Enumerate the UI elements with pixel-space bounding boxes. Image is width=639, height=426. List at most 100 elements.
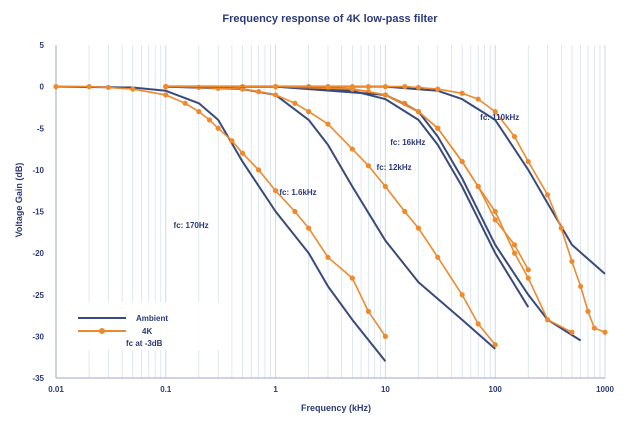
data-point-4k: [255, 89, 262, 95]
x-axis-label: Frequency (kHz): [301, 403, 371, 413]
x-tick-label: 1000: [596, 385, 614, 394]
data-point-4k: [511, 133, 518, 140]
y-tick-label: -30: [32, 332, 44, 341]
data-point-4k: [382, 84, 388, 90]
data-point-4k: [292, 208, 298, 215]
data-point-4k: [365, 163, 371, 169]
data-point-4k: [475, 183, 481, 190]
y-tick-label: -25: [32, 291, 44, 300]
data-point-4k: [215, 125, 221, 131]
data-point-4k: [578, 283, 584, 290]
y-axis-label: Voltage Gain (dB): [14, 163, 24, 238]
data-point-4k: [325, 254, 331, 260]
cutoff-annotation: fc: 12kHz: [377, 163, 412, 172]
data-point-4k: [273, 92, 279, 98]
x-tick-label: 0.1: [160, 385, 172, 394]
data-point-4k: [415, 109, 422, 115]
legend-swatch-4k-marker: [99, 328, 105, 334]
data-point-4k: [255, 167, 262, 173]
x-tick-label: 1: [273, 385, 278, 394]
data-point-4k: [591, 325, 597, 331]
data-point-4k: [239, 150, 246, 156]
data-point-4k: [273, 188, 279, 194]
legend-label-4k: 4K: [142, 327, 152, 336]
series-line-ambient: [55, 85, 387, 362]
data-point-4k: [206, 117, 213, 123]
y-tick-label: -10: [32, 166, 44, 175]
x-tick-label: 10: [381, 385, 390, 394]
data-point-4k: [525, 275, 531, 281]
data-point-4k: [558, 225, 564, 231]
data-point-4k: [382, 183, 388, 190]
series-layer: [53, 84, 608, 362]
data-point-4k: [492, 342, 498, 348]
data-point-4k: [435, 86, 441, 92]
data-point-4k: [492, 109, 498, 115]
data-point-4k: [53, 84, 59, 90]
data-point-4k: [459, 158, 465, 165]
data-point-4k: [475, 321, 481, 327]
data-point-4k: [492, 208, 498, 215]
legend: Ambient 4K fc at -3dB: [70, 302, 220, 350]
data-point-4k: [130, 86, 136, 92]
data-point-4k: [365, 84, 371, 90]
data-point-4k: [475, 96, 481, 102]
data-point-4k: [602, 329, 608, 335]
data-point-4k: [182, 100, 188, 106]
cutoff-annotation: fc: 16kHz: [390, 138, 425, 147]
chart-title: Frequency response of 4K low-pass filter: [222, 13, 438, 25]
y-tick-label: -5: [37, 124, 45, 133]
data-point-4k: [196, 109, 202, 115]
data-point-4k: [163, 92, 169, 98]
data-point-4k: [511, 250, 518, 256]
legend-label-ambient: Ambient: [136, 314, 168, 323]
data-point-4k: [382, 92, 388, 98]
data-point-4k: [325, 121, 331, 127]
legend-box: [70, 302, 220, 350]
data-point-4k: [349, 146, 355, 152]
axes: 0.01 0.1 1 10 100 1000 5 0 -5 -10 -15 -20 -25 -30 -35: [32, 41, 614, 394]
cutoff-annotation: fc: 1.6kHz: [279, 188, 316, 197]
data-point-4k: [459, 292, 465, 298]
y-tick-label: -20: [32, 249, 44, 258]
data-point-4k: [349, 84, 355, 90]
y-tick-label: 5: [40, 41, 45, 50]
y-tick-label: -15: [32, 208, 44, 217]
x-tick-label: 100: [489, 385, 503, 394]
data-point-4k: [292, 100, 298, 106]
data-point-4k: [86, 84, 92, 90]
data-point-4k: [306, 225, 312, 231]
x-tick-label: 0.01: [48, 385, 64, 394]
data-point-4k: [273, 84, 279, 90]
data-point-4k: [511, 242, 518, 248]
data-point-4k: [415, 84, 422, 91]
series-line-ambient: [165, 85, 582, 342]
y-tick-label: 0: [40, 83, 45, 92]
data-point-4k: [382, 333, 388, 339]
data-point-4k: [569, 329, 575, 335]
data-point-4k: [435, 254, 441, 260]
cutoff-annotation: fc: 110kHz: [480, 113, 519, 122]
data-point-4k: [306, 109, 312, 115]
data-point-4k: [569, 258, 575, 265]
data-point-4k: [325, 84, 331, 90]
series-line-4k: [165, 85, 496, 346]
data-point-4k: [459, 90, 465, 96]
data-point-4k: [544, 317, 551, 323]
y-tick-label: -35: [32, 374, 44, 383]
data-point-4k: [525, 158, 531, 165]
data-point-4k: [349, 275, 355, 281]
data-point-4k: [105, 84, 111, 91]
cutoff-annotation: fc: 170Hz: [174, 221, 209, 230]
annotations-layer: fc: 170Hz fc: 1.6kHz fc: 12kHz fc: 16kHz fc:…: [174, 113, 520, 230]
data-point-4k: [544, 192, 551, 198]
data-point-4k: [585, 308, 591, 314]
data-point-4k: [402, 84, 408, 90]
data-point-4k: [415, 225, 422, 231]
data-point-4k: [402, 208, 408, 215]
data-point-4k: [435, 125, 441, 131]
legend-label-fc: fc at -3dB: [126, 339, 163, 348]
